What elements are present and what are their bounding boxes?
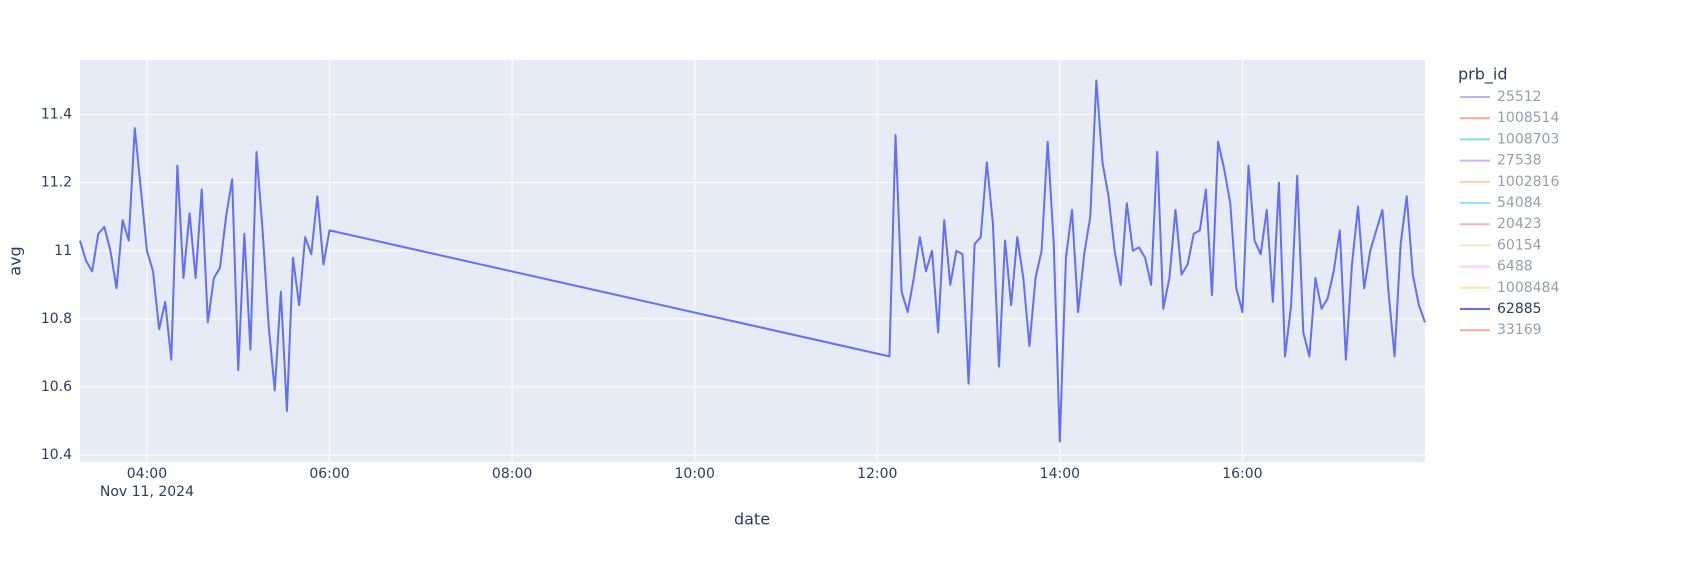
legend-item[interactable]: 27538 xyxy=(1460,153,1542,169)
legend-label: 62885 xyxy=(1497,301,1542,317)
legend-item[interactable]: 20423 xyxy=(1460,216,1542,232)
x-axis-label: date xyxy=(734,510,770,529)
x-tick-label: 04:00 xyxy=(127,466,167,482)
x-tick-label: 10:00 xyxy=(675,466,715,482)
legend-label: 1002816 xyxy=(1497,174,1559,190)
x-tick-label: 16:00 xyxy=(1222,466,1262,482)
legend-item[interactable]: 25512 xyxy=(1460,89,1542,105)
legend-item[interactable]: 1002816 xyxy=(1460,174,1559,190)
plot-area xyxy=(80,60,1425,462)
y-tick-label: 10.8 xyxy=(41,311,72,327)
y-tick-label: 10.4 xyxy=(41,447,72,463)
legend-label: 25512 xyxy=(1497,89,1542,105)
legend-label: 1008703 xyxy=(1497,131,1559,147)
y-axis-label: avg xyxy=(6,246,25,275)
legend-label: 1008514 xyxy=(1497,110,1559,126)
legend-item[interactable]: 1008703 xyxy=(1460,131,1559,147)
legend-item[interactable]: 1008484 xyxy=(1460,280,1559,296)
legend-label: 27538 xyxy=(1497,153,1542,169)
legend-label: 6488 xyxy=(1497,259,1533,275)
legend-item[interactable]: 33169 xyxy=(1460,322,1542,338)
data-line xyxy=(79,79,1426,443)
x-tick-label: 14:00 xyxy=(1040,466,1080,482)
legend-item[interactable]: 62885 xyxy=(1460,301,1542,317)
legend-item[interactable]: 60154 xyxy=(1460,237,1542,253)
legend-label: 20423 xyxy=(1497,216,1542,232)
legend-label: 1008484 xyxy=(1497,280,1559,296)
y-tick-label: 11 xyxy=(54,243,72,259)
legend-item[interactable]: 6488 xyxy=(1460,259,1533,275)
x-tick-label: 08:00 xyxy=(492,466,532,482)
legend-label: 54084 xyxy=(1497,195,1542,211)
legend-title: prb_id xyxy=(1458,65,1508,85)
grid xyxy=(80,60,1425,462)
y-tick-label: 10.6 xyxy=(41,379,72,395)
legend-item[interactable]: 54084 xyxy=(1460,195,1542,211)
y-tick-label: 11.4 xyxy=(41,107,72,123)
legend-item[interactable]: 1008514 xyxy=(1460,110,1559,126)
y-tick-label: 11.2 xyxy=(41,175,72,191)
x-tick-label: 06:00 xyxy=(309,466,349,482)
x-date-label: Nov 11, 2024 xyxy=(100,484,194,500)
legend-label: 60154 xyxy=(1497,237,1542,253)
x-tick-label: 12:00 xyxy=(857,466,897,482)
legend-label: 33169 xyxy=(1497,322,1542,338)
